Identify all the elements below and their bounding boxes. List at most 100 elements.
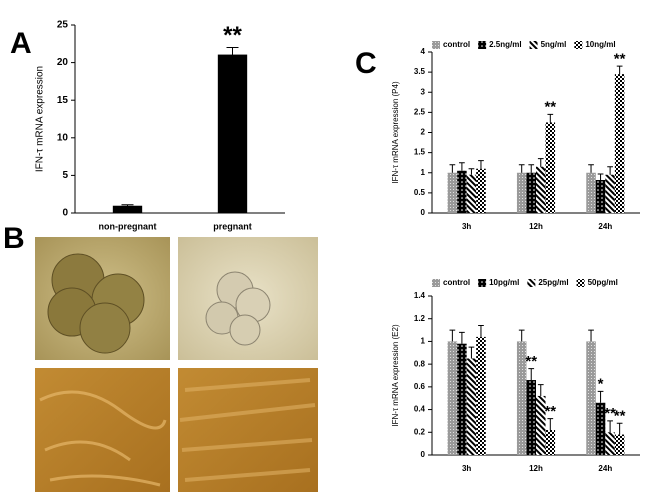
y-tick-label: 20 bbox=[57, 57, 69, 68]
annotation: ** bbox=[614, 50, 626, 67]
error-bar bbox=[616, 65, 623, 75]
bar bbox=[614, 74, 625, 213]
y-axis-label: IFN-τ mRNA expression (E2) bbox=[391, 324, 400, 427]
y-tick-label: 2 bbox=[421, 128, 426, 137]
x-tick-label: non-pregnant bbox=[99, 221, 157, 231]
legend-swatch bbox=[574, 41, 583, 49]
y-tick-label: 25 bbox=[57, 20, 69, 31]
bar bbox=[217, 54, 248, 214]
bar bbox=[447, 341, 458, 455]
legend-label: 10pg/ml bbox=[489, 278, 519, 287]
bar bbox=[586, 172, 596, 213]
y-tick-label: 1.5 bbox=[414, 148, 426, 157]
error-bar bbox=[547, 113, 554, 123]
annotation: ** bbox=[544, 403, 556, 420]
error-bar bbox=[518, 164, 525, 173]
legend-label: control bbox=[443, 278, 470, 287]
micrographs bbox=[35, 237, 318, 492]
panel-label: C bbox=[355, 47, 377, 80]
y-tick-label: 2.5 bbox=[414, 107, 426, 116]
legend-swatch bbox=[527, 279, 536, 287]
y-tick-label: 10 bbox=[57, 132, 69, 143]
bar bbox=[536, 395, 546, 455]
annotation: ** bbox=[604, 405, 616, 422]
y-axis-label: IFN-τ mRNA expression (P4) bbox=[391, 81, 400, 184]
legend-swatch bbox=[478, 41, 487, 49]
y-tick-label: 3 bbox=[421, 87, 426, 96]
legend-swatch bbox=[529, 41, 538, 49]
bar bbox=[466, 358, 477, 455]
y-tick-label: 0.8 bbox=[414, 359, 426, 368]
x-tick-label: 3h bbox=[462, 464, 471, 473]
bar bbox=[545, 430, 556, 455]
legend-swatch bbox=[432, 41, 440, 49]
x-tick-label: 24h bbox=[598, 464, 612, 473]
y-tick-label: 5 bbox=[62, 170, 68, 181]
bar bbox=[112, 205, 143, 214]
bar bbox=[605, 174, 615, 213]
x-tick-label: 3h bbox=[462, 222, 471, 231]
bar bbox=[614, 434, 625, 455]
legend-swatch bbox=[478, 279, 487, 287]
bar bbox=[457, 343, 467, 455]
x-tick-label: 24h bbox=[598, 222, 612, 231]
y-axis-label: IFN-τ mRNA expression bbox=[35, 66, 46, 172]
bar bbox=[466, 174, 477, 213]
legend-label: control bbox=[443, 40, 470, 49]
error-bar bbox=[547, 418, 554, 431]
legend-label: 50pg/ml bbox=[588, 278, 618, 287]
y-tick-label: 1.4 bbox=[414, 291, 426, 300]
bar bbox=[526, 172, 536, 213]
panel-label: B bbox=[3, 222, 25, 255]
legend-label: 25pg/ml bbox=[538, 278, 568, 287]
error-bar bbox=[518, 329, 525, 342]
error-bar bbox=[226, 47, 239, 56]
x-tick-label: 12h bbox=[529, 222, 543, 231]
y-tick-label: 0 bbox=[421, 208, 426, 217]
bar bbox=[526, 380, 536, 455]
y-tick-label: 1 bbox=[421, 168, 426, 177]
error-bar bbox=[528, 368, 535, 381]
y-tick-label: 1.2 bbox=[414, 314, 426, 323]
y-tick-label: 1 bbox=[421, 337, 426, 346]
bar bbox=[516, 341, 527, 455]
error-bar bbox=[588, 329, 594, 342]
bar bbox=[586, 341, 596, 455]
error-bar bbox=[616, 422, 623, 435]
legend-label: 10ng/ml bbox=[585, 40, 615, 49]
error-bar bbox=[528, 164, 535, 173]
y-tick-label: 0.4 bbox=[414, 405, 426, 414]
bar bbox=[595, 402, 606, 455]
error-bar bbox=[449, 329, 456, 342]
annotation: ** bbox=[525, 353, 537, 370]
error-bar bbox=[459, 331, 465, 344]
bar bbox=[536, 166, 546, 213]
bar bbox=[447, 172, 458, 213]
error-bar bbox=[597, 390, 604, 403]
legend-label: 2.5ng/ml bbox=[489, 40, 521, 49]
y-tick-label: 0.5 bbox=[414, 188, 426, 197]
y-tick-label: 0.2 bbox=[414, 427, 426, 436]
bar bbox=[605, 432, 615, 455]
panel-label: A bbox=[10, 27, 32, 60]
x-tick-label: 12h bbox=[529, 464, 543, 473]
error-bar bbox=[607, 166, 613, 175]
annotation: * bbox=[598, 376, 604, 393]
x-tick-label: pregnant bbox=[213, 221, 252, 231]
error-bar bbox=[459, 162, 465, 171]
error-bar bbox=[537, 158, 544, 167]
annotation: ** bbox=[544, 99, 556, 116]
error-bar bbox=[121, 204, 134, 207]
annotation: ** bbox=[223, 22, 242, 49]
bar bbox=[595, 179, 606, 213]
error-bar bbox=[588, 164, 594, 173]
bar bbox=[476, 336, 486, 455]
bar bbox=[457, 170, 467, 213]
error-bar bbox=[468, 168, 475, 175]
error-bar bbox=[468, 346, 475, 359]
error-bar bbox=[478, 160, 484, 169]
error-bar bbox=[449, 164, 456, 173]
y-tick-label: 4 bbox=[421, 47, 426, 56]
bar bbox=[516, 172, 527, 213]
